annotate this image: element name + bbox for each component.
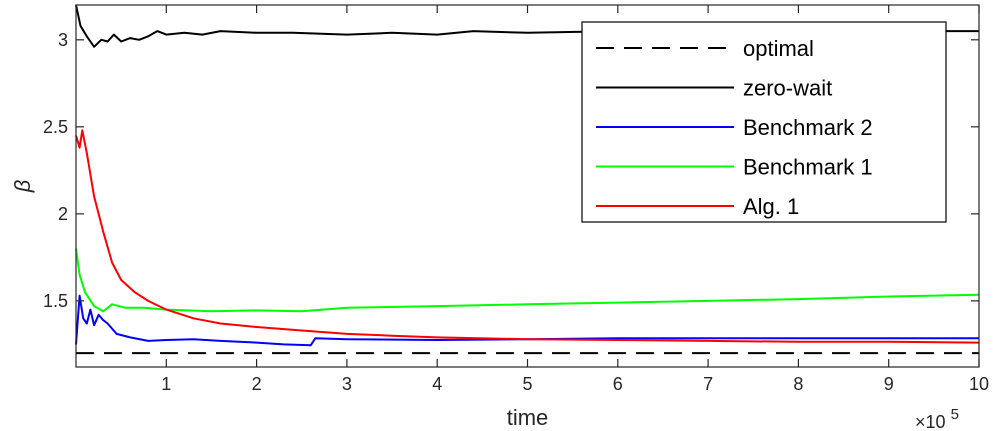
legend-box: [581, 21, 947, 223]
series-line-alg-1: [75, 129, 980, 344]
x-tick-label: 8: [793, 374, 803, 394]
x-tick-label: 7: [703, 374, 713, 394]
y-axis-label: β: [10, 179, 35, 193]
plot-lines: [75, 4, 980, 355]
y-tick-label: 2.5: [43, 117, 68, 137]
x-tick-label: 6: [613, 374, 623, 394]
x-tick-label: 3: [342, 374, 352, 394]
x-axis-multiplier-exponent: 5: [951, 406, 959, 423]
x-axis-label: time: [507, 405, 549, 430]
x-tick-label: 2: [252, 374, 262, 394]
legend-label-benchmark-1: Benchmark 1: [743, 155, 873, 180]
y-tick-label: 3: [58, 30, 68, 50]
axis-ticks: [76, 5, 980, 367]
legend: optimal zero-wait Benchmark 2 Benchmark 1 Al…: [581, 21, 947, 223]
axis-tick-labels: 1 2 3 4 5 6 7 8 9 10 1.5 2 2.5 3: [43, 30, 989, 394]
legend-label-alg-1: Alg. 1: [743, 194, 799, 219]
y-tick-label: 1.5: [43, 291, 68, 311]
legend-label-benchmark-2: Benchmark 2: [743, 115, 873, 140]
x-tick-label: 1: [161, 374, 171, 394]
legend-items: optimal zero-wait Benchmark 2 Benchmark 1 Al…: [596, 36, 873, 219]
x-tick-label: 4: [432, 374, 442, 394]
y-tick-label: 2: [58, 204, 68, 224]
series-line-benchmark-2: [75, 294, 979, 347]
legend-label-optimal: optimal: [743, 36, 814, 61]
series-line-benchmark-1: [75, 248, 980, 313]
x-tick-label: 9: [884, 374, 894, 394]
legend-label-zero-wait: zero-wait: [743, 76, 832, 101]
x-tick-label: 5: [522, 374, 532, 394]
x-axis-multiplier-base: ×10: [915, 412, 946, 431]
x-axis-multiplier: ×10 5: [915, 406, 959, 431]
x-tick-label: 10: [969, 374, 989, 394]
